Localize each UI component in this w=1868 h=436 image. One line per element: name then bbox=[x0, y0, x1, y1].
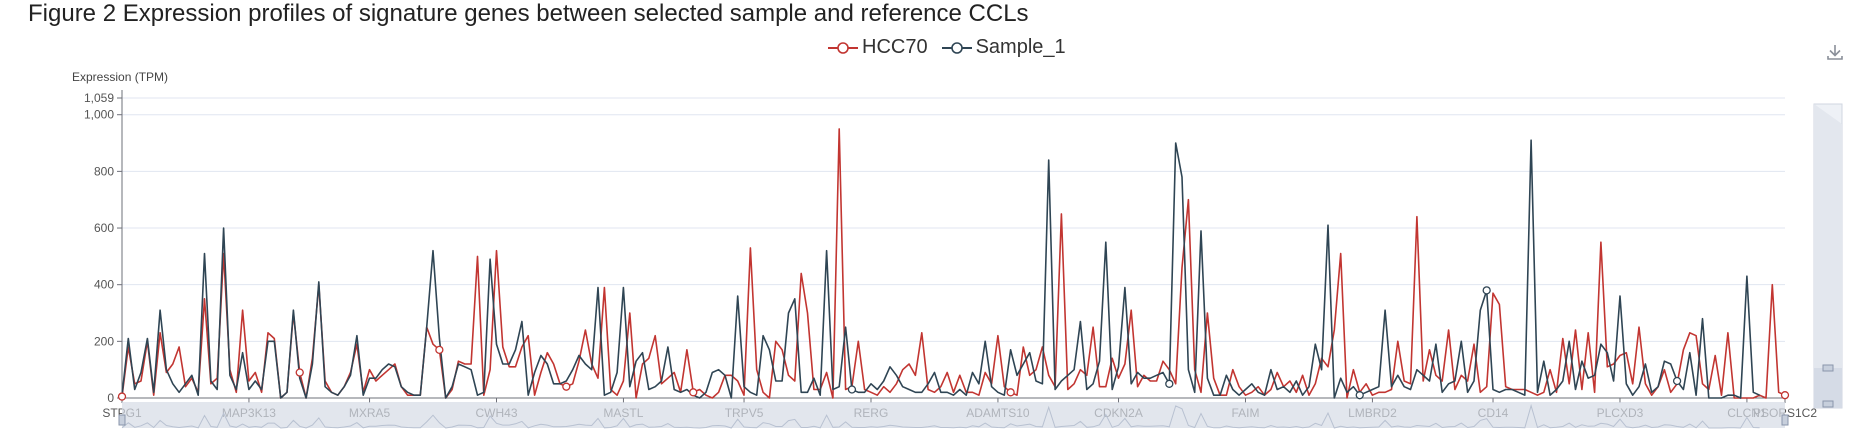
highlight-marker bbox=[689, 388, 698, 397]
highlight-marker bbox=[295, 368, 304, 377]
highlight-marker bbox=[1355, 391, 1364, 400]
y-tick-label: 0 bbox=[107, 391, 114, 405]
y-axis-label: Expression (TPM) bbox=[72, 70, 169, 84]
y-zoom-handle-top[interactable] bbox=[1822, 364, 1834, 372]
highlight-marker bbox=[1165, 379, 1174, 388]
legend: HCC70 Sample_1 bbox=[828, 36, 1066, 59]
y-data-zoom-slider[interactable] bbox=[1813, 103, 1843, 409]
highlight-marker bbox=[117, 392, 127, 401]
legend-label-sample-1: Sample_1 bbox=[975, 36, 1066, 58]
highlight-marker bbox=[1672, 376, 1682, 386]
highlight-marker bbox=[562, 382, 571, 391]
legend-item-sample-1[interactable]: Sample_1 bbox=[941, 36, 1066, 59]
y-zoom-shadow bbox=[1814, 104, 1842, 378]
series-line-hcc70 bbox=[121, 128, 1786, 399]
legend-swatch-sample-1 bbox=[941, 41, 972, 54]
legend-label-hcc70: HCC70 bbox=[862, 36, 928, 58]
y-tick-label: 600 bbox=[94, 221, 114, 235]
y-tick-label: 1,000 bbox=[84, 108, 114, 122]
y-tick-label: 800 bbox=[94, 164, 114, 178]
y-tick-label: 1,059 bbox=[84, 91, 114, 105]
zoom-handle-left[interactable] bbox=[118, 414, 126, 426]
y-tick-label: 200 bbox=[94, 334, 114, 348]
highlight-marker bbox=[435, 345, 444, 354]
download-button[interactable] bbox=[1825, 42, 1845, 62]
legend-swatch-hcc70 bbox=[828, 41, 858, 54]
y-zoom-handle-bottom[interactable] bbox=[1822, 400, 1834, 408]
highlight-marker bbox=[847, 385, 857, 394]
series-lines bbox=[117, 128, 1790, 401]
zoom-preview-line bbox=[121, 403, 1760, 429]
zoom-window[interactable] bbox=[122, 402, 1785, 428]
data-zoom-slider[interactable] bbox=[118, 402, 1789, 429]
series-line-sample-1 bbox=[121, 139, 1760, 399]
figure-title: Figure 2 Expression profiles of signatur… bbox=[28, 0, 1029, 27]
highlight-marker bbox=[1780, 391, 1790, 400]
y-axis: 0 200 400 600 800 1,000 1,059 bbox=[84, 90, 123, 405]
grid-lines bbox=[122, 97, 1785, 399]
zoom-handle-right[interactable] bbox=[1781, 414, 1789, 426]
highlight-marker bbox=[1006, 388, 1015, 397]
download-icon bbox=[1827, 45, 1843, 60]
y-tick-label: 400 bbox=[94, 278, 114, 292]
legend-item-hcc70[interactable]: HCC70 bbox=[828, 36, 928, 59]
highlight-marker bbox=[1482, 286, 1491, 295]
